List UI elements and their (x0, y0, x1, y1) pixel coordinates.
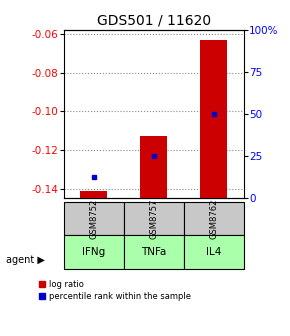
Bar (64, 235, 124, 269)
Bar (184, 202, 244, 235)
Text: GSM8752: GSM8752 (89, 198, 98, 239)
Text: GSM8762: GSM8762 (209, 198, 218, 239)
Text: agent ▶: agent ▶ (6, 255, 45, 265)
Bar (184, 235, 244, 269)
Legend: log ratio, percentile rank within the sample: log ratio, percentile rank within the sa… (39, 280, 191, 301)
Bar (64, 202, 124, 235)
Bar (124, 202, 184, 235)
Bar (80, 191, 107, 198)
Bar (200, 40, 227, 198)
Text: IL4: IL4 (206, 247, 221, 257)
Title: GDS501 / 11620: GDS501 / 11620 (97, 14, 211, 28)
Text: GSM8757: GSM8757 (149, 198, 158, 239)
Text: IFNg: IFNg (82, 247, 105, 257)
Bar (140, 136, 167, 198)
Bar (124, 235, 184, 269)
Text: TNFa: TNFa (141, 247, 166, 257)
